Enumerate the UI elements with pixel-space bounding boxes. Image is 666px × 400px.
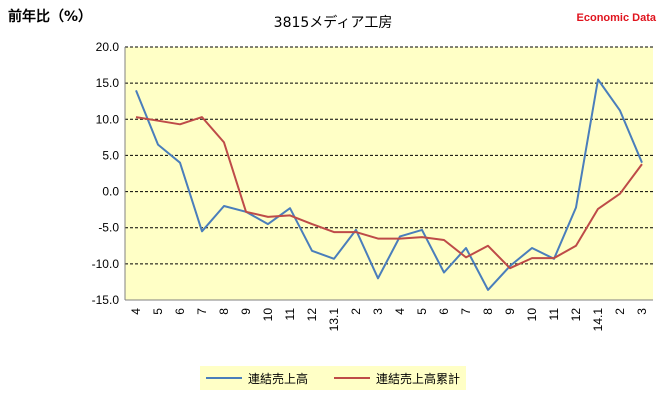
legend-label-cumulative: 連結売上高累計 (376, 371, 461, 386)
x-ticks: 4 5 6 7 8 9 10 11 12 13.1 2 3 4 5 6 7 8 9 10 11 12 14.1 2 3 (129, 308, 649, 332)
x-tick-label: 8 (481, 308, 495, 315)
legend-item-cumulative: 連結売上高累計 (334, 370, 460, 387)
x-tick-label: 9 (503, 308, 517, 315)
series-lines (135, 78, 643, 291)
y-tick-label: -5.0 (98, 221, 119, 235)
x-tick-label: 5 (415, 308, 429, 315)
x-tick-label: 2 (613, 308, 627, 315)
axes (124, 47, 653, 301)
x-tick-label: 7 (195, 308, 209, 315)
x-tick-label: 10 (525, 308, 539, 322)
x-tick-label: 11 (283, 308, 297, 321)
x-tick-label: 4 (129, 308, 143, 315)
legend-label-sales: 連結売上高 (247, 371, 308, 386)
gridlines (125, 46, 653, 265)
x-tick-label: 10 (261, 308, 275, 322)
x-tick-label: 13.1 (327, 308, 341, 332)
y-tick-label: -10.0 (92, 257, 120, 271)
plot-area (125, 47, 653, 300)
y-axis-title: 前年比（%） (8, 9, 93, 25)
x-tick-label: 3 (371, 308, 385, 315)
y-tick-label: 5.0 (102, 148, 119, 162)
series-line-sales (135, 78, 643, 291)
x-tick-label: 11 (547, 308, 561, 321)
legend-swatch-cumulative (334, 377, 370, 379)
x-tick-label: 4 (393, 308, 407, 315)
y-ticks: 20.0 15.0 10.0 5.0 0.0 -5.0 -10.0 -15.0 (92, 40, 120, 307)
x-tick-label: 2 (349, 308, 363, 315)
x-tick-label: 6 (173, 308, 187, 315)
x-tick-label: 7 (459, 308, 473, 315)
x-tick-label: 3 (635, 308, 649, 315)
x-tick-label: 8 (217, 308, 231, 315)
y-tick-label: 20.0 (96, 40, 120, 54)
y-tick-label: 10.0 (96, 112, 120, 126)
x-tick-label: 14.1 (591, 308, 605, 332)
x-tick-label: 6 (437, 308, 451, 315)
chart-title: 3815メディア工房 (273, 15, 393, 31)
legend-item-sales: 連結売上高 (205, 370, 308, 387)
legend-swatch-sales (205, 377, 242, 379)
x-tick-label: 12 (569, 308, 583, 322)
brand-label: Economic Data (576, 12, 656, 24)
x-tick-label: 9 (239, 308, 253, 315)
x-tick-label: 12 (305, 308, 319, 322)
y-tick-label: 15.0 (96, 76, 120, 90)
x-tick-label: 5 (151, 308, 165, 315)
y-tick-label: -15.0 (92, 293, 120, 307)
y-tick-label: 0.0 (102, 185, 119, 199)
series-line-cumulative (135, 116, 643, 270)
legend: 連結売上高 連結売上高累計 (200, 366, 466, 390)
